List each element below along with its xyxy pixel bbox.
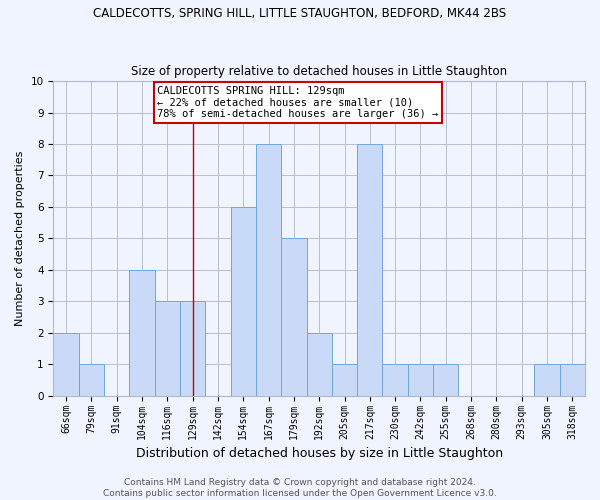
Bar xyxy=(332,364,357,396)
Text: Contains HM Land Registry data © Crown copyright and database right 2024.
Contai: Contains HM Land Registry data © Crown c… xyxy=(103,478,497,498)
Bar xyxy=(433,364,458,396)
Bar xyxy=(79,364,104,396)
Bar xyxy=(180,302,205,396)
Bar xyxy=(535,364,560,396)
Bar xyxy=(408,364,433,396)
Bar xyxy=(256,144,281,396)
Bar xyxy=(230,207,256,396)
Bar xyxy=(155,302,180,396)
X-axis label: Distribution of detached houses by size in Little Staughton: Distribution of detached houses by size … xyxy=(136,447,503,460)
Y-axis label: Number of detached properties: Number of detached properties xyxy=(15,150,25,326)
Bar xyxy=(53,333,79,396)
Bar xyxy=(307,333,332,396)
Bar xyxy=(130,270,155,396)
Title: Size of property relative to detached houses in Little Staughton: Size of property relative to detached ho… xyxy=(131,66,507,78)
Text: CALDECOTTS, SPRING HILL, LITTLE STAUGHTON, BEDFORD, MK44 2BS: CALDECOTTS, SPRING HILL, LITTLE STAUGHTO… xyxy=(94,8,506,20)
Text: CALDECOTTS SPRING HILL: 129sqm
← 22% of detached houses are smaller (10)
78% of : CALDECOTTS SPRING HILL: 129sqm ← 22% of … xyxy=(157,86,439,119)
Bar xyxy=(281,238,307,396)
Bar xyxy=(382,364,408,396)
Bar xyxy=(357,144,382,396)
Bar xyxy=(560,364,585,396)
